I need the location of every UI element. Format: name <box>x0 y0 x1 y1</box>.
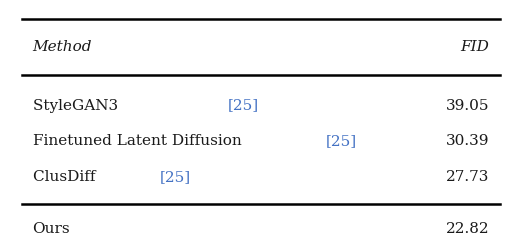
Text: Finetuned Latent Diffusion: Finetuned Latent Diffusion <box>32 134 246 148</box>
Text: 22.82: 22.82 <box>446 222 490 236</box>
Text: [25]: [25] <box>160 170 191 184</box>
Text: [25]: [25] <box>227 99 258 113</box>
Text: 39.05: 39.05 <box>446 99 490 113</box>
Text: 30.39: 30.39 <box>446 134 490 148</box>
Text: ClusDiff: ClusDiff <box>32 170 100 184</box>
Text: FID: FID <box>460 40 490 54</box>
Text: Method: Method <box>32 40 92 54</box>
Text: Ours: Ours <box>32 222 70 236</box>
Text: 27.73: 27.73 <box>446 170 490 184</box>
Text: StyleGAN3: StyleGAN3 <box>32 99 123 113</box>
Text: [25]: [25] <box>326 134 357 148</box>
